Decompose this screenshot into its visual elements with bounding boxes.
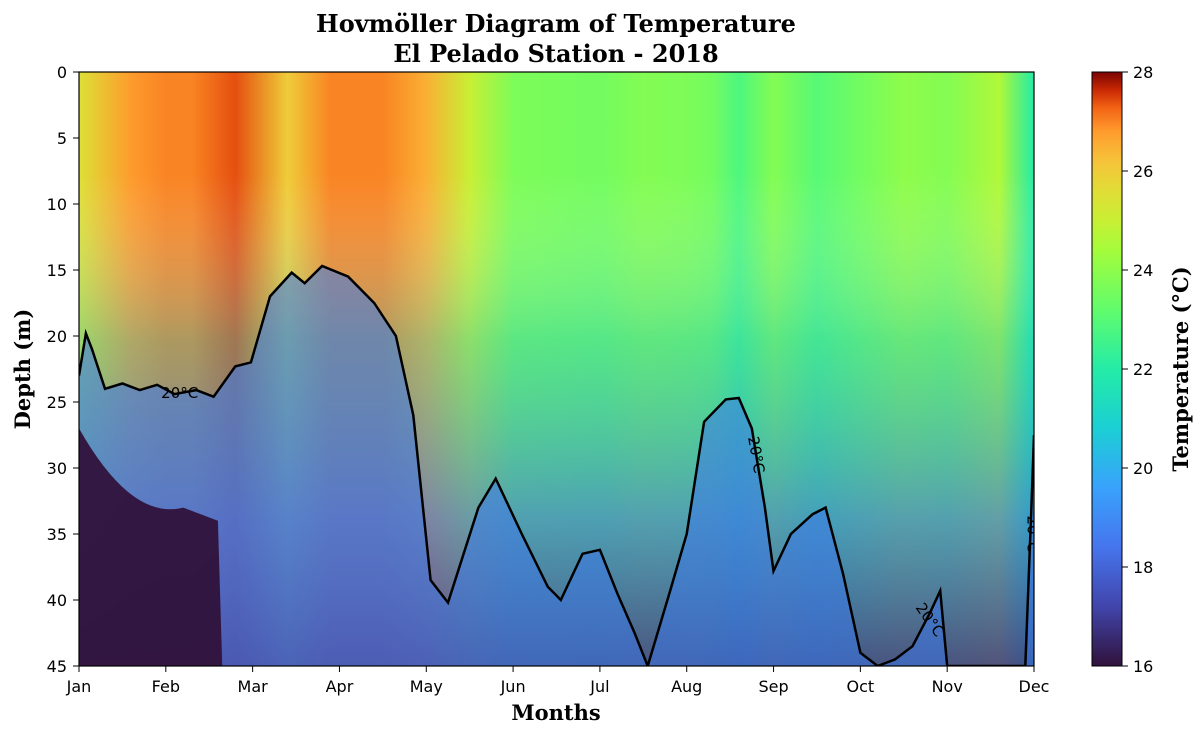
below-isotherm-shading bbox=[79, 266, 1034, 666]
x-tick-label: Jan bbox=[66, 677, 92, 696]
y-tick-label: 40 bbox=[47, 591, 67, 610]
x-tick-label: Jul bbox=[589, 677, 609, 696]
y-tick-label: 35 bbox=[47, 525, 67, 544]
x-tick-label: Sep bbox=[758, 677, 788, 696]
plot-frame bbox=[78, 71, 1035, 667]
cold-water-patches bbox=[79, 266, 1034, 666]
x-tick-label: Mar bbox=[238, 677, 269, 696]
colorbar-fill bbox=[1091, 71, 1123, 667]
x-tick-label: Feb bbox=[152, 677, 180, 696]
x-tick-label: May bbox=[410, 677, 443, 696]
y-tick-label: 5 bbox=[57, 129, 67, 148]
x-axis-ticks: Jan Feb Mar Apr May Jun Jul Aug Sep Oct Nov Dec bbox=[66, 666, 1050, 696]
colorbar-tick-label: 24 bbox=[1133, 261, 1153, 280]
x-tick-label: Dec bbox=[1019, 677, 1050, 696]
colorbar-tick-label: 22 bbox=[1133, 360, 1153, 379]
y-tick-label: 25 bbox=[47, 393, 67, 412]
contour-20c-line bbox=[79, 264, 1034, 666]
plot-area: 20°C20°C20°C20°C bbox=[79, 72, 1041, 666]
colorbar-tick-label: 26 bbox=[1133, 162, 1153, 181]
x-tick-label: Aug bbox=[671, 677, 702, 696]
x-tick-label: Nov bbox=[932, 677, 963, 696]
y-tick-label: 10 bbox=[47, 195, 67, 214]
colorbar-tick-label: 18 bbox=[1133, 558, 1153, 577]
colorbar-label: Temperature (°C) bbox=[1168, 266, 1193, 471]
coldest-water-patch bbox=[79, 428, 223, 666]
colorbar-tick-label: 16 bbox=[1133, 657, 1153, 676]
y-tick-label: 45 bbox=[47, 657, 67, 676]
y-tick-label: 30 bbox=[47, 459, 67, 478]
x-tick-label: Jun bbox=[500, 677, 526, 696]
x-axis-label: Months bbox=[511, 700, 600, 725]
y-axis-ticks: 0 5 10 15 20 25 30 35 40 45 bbox=[47, 63, 79, 676]
colorbar-tick-label: 28 bbox=[1133, 63, 1153, 82]
y-tick-label: 15 bbox=[47, 261, 67, 280]
y-tick-label: 20 bbox=[47, 327, 67, 346]
colorbar: 16 18 20 22 24 26 28 Temperature (°C) bbox=[1091, 63, 1193, 676]
contour-label-4: 20°C bbox=[1023, 515, 1041, 552]
colorbar-ticks: 16 18 20 22 24 26 28 bbox=[1122, 63, 1153, 676]
title: Hovmöller Diagram of Temperature El Pela… bbox=[316, 9, 796, 68]
chart-title-line-1: Hovmöller Diagram of Temperature bbox=[316, 9, 796, 38]
x-tick-label: Apr bbox=[326, 677, 354, 696]
y-axis-label: Depth (m) bbox=[10, 309, 35, 430]
x-tick-label: Oct bbox=[847, 677, 875, 696]
colorbar-tick-label: 20 bbox=[1133, 459, 1153, 478]
chart-title-line-2: El Pelado Station - 2018 bbox=[393, 39, 718, 68]
y-tick-label: 0 bbox=[57, 63, 67, 82]
contour-label-1: 20°C bbox=[161, 384, 198, 402]
